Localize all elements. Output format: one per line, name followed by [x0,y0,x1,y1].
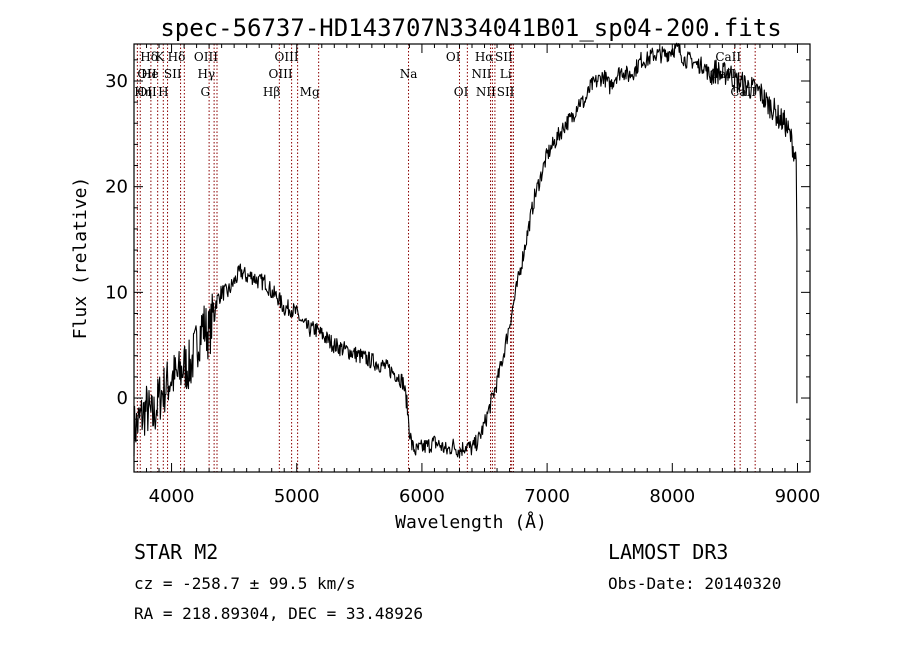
y-tick-label: 20 [105,177,128,198]
line-marker-label: Hβ [263,85,280,99]
y-tick-label: 0 [117,388,128,409]
line-marker-label: SII [495,50,513,64]
line-marker-label: Mg [300,85,320,99]
line-marker-label: NII [472,67,492,81]
line-marker-label: SII [497,85,515,99]
line-marker-label: OI [454,85,469,99]
velocity-label: cz = -258.7 ± 99.5 km/s [134,574,356,593]
x-axis-ticks: 4000 5000 6000 7000 8000 9000 [133,44,821,507]
y-tick-label: 30 [105,71,128,92]
x-tick-label: 6000 [399,486,445,507]
line-marker-label: He [141,67,159,81]
line-marker-label: Hδ [168,50,186,64]
x-tick-label: 7000 [524,486,570,507]
line-marker-label: OII [137,85,157,99]
line-marker-label: H [158,85,168,99]
line-marker-label: K [155,50,165,64]
y-tick-label: 10 [105,282,128,303]
line-marker-label: Hα [475,50,494,64]
chart-title: spec-56737-HD143707N334041B01_sp04-200.f… [160,14,781,42]
y-axis-label: Flux (relative) [70,177,91,340]
line-marker-label: SII [164,67,182,81]
line-marker-label: Li [500,67,512,81]
obs-date-label: Obs-Date: 20140320 [608,574,781,593]
line-marker-label: CaII [715,50,741,64]
line-marker-label: OIII [275,50,299,64]
x-tick-label: 9000 [775,486,821,507]
line-marker-label: OI [446,50,461,64]
line-marker-label: OIII [194,50,218,64]
line-marker-label: OII [137,67,157,81]
line-marker-label: NII [476,85,496,99]
line-marker-label: Na [400,67,418,81]
x-tick-label: 4000 [149,486,195,507]
star-type-label: STAR M2 [134,540,218,564]
y-axis-ticks: 0 10 20 30 [105,59,810,462]
x-axis-label: Wavelength (Å) [395,511,547,533]
line-marker-label: Hδ [140,50,158,64]
plot-frame [133,43,811,473]
line-marker-label: G [201,85,211,99]
coordinates-label: RA = 218.89304, DEC = 33.48926 [134,604,423,623]
x-tick-label: 5000 [274,486,320,507]
spectrum-line [133,42,798,459]
x-tick-label: 8000 [649,486,695,507]
survey-label: LAMOST DR3 [608,540,728,564]
line-marker-label: OIII [269,67,293,81]
line-marker-label: Hγ [197,67,215,81]
line-marker-group [136,44,756,472]
line-marker-label: Hη [134,85,152,99]
